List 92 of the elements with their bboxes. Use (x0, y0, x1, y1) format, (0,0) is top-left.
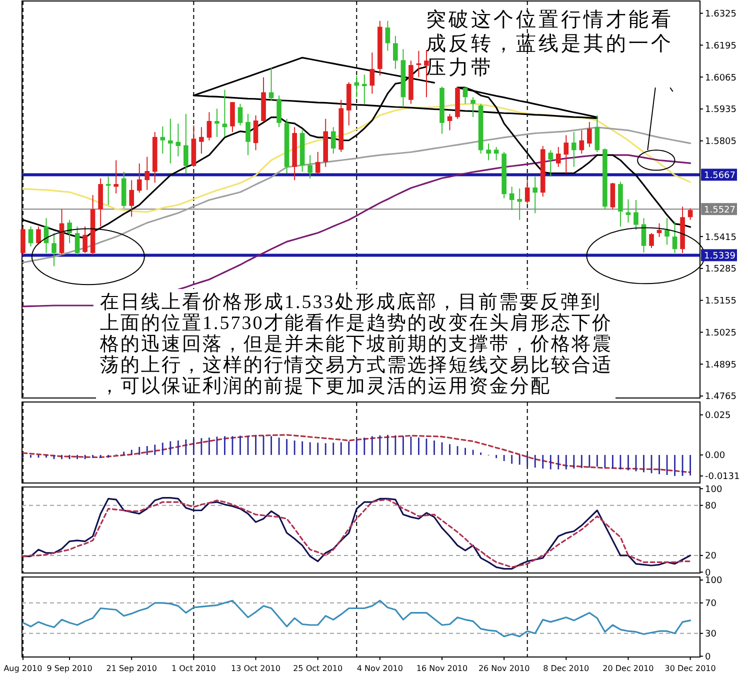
y-tick-label: 30 (705, 630, 717, 640)
y-tick-label: -0.0131 (705, 472, 740, 482)
candlestick (579, 130, 584, 154)
candlestick (688, 208, 693, 220)
y-tick-label: 1.5025 (705, 328, 736, 338)
candlestick (556, 146, 561, 168)
candlestick (168, 118, 173, 164)
candlestick (199, 126, 204, 154)
candlestick (572, 132, 576, 168)
candlestick (524, 180, 530, 204)
candlestick (136, 162, 142, 194)
y-tick-label: 1.4895 (705, 360, 736, 370)
candlestick (253, 114, 258, 151)
candlestick (52, 232, 56, 267)
candlestick (246, 113, 250, 156)
x-tick-label: Aug 2010 (4, 664, 42, 673)
candlestick (393, 35, 398, 70)
candlestick (106, 176, 111, 206)
x-tick-label: 1 Oct 2010 (171, 664, 216, 673)
candlestick (308, 154, 312, 179)
candlestick (20, 226, 26, 256)
candlestick (36, 226, 41, 246)
line-series (22, 126, 692, 264)
candlestick (564, 134, 569, 174)
candlestick (354, 75, 360, 98)
x-tick-label: 13 Oct 2010 (231, 664, 280, 673)
candlestick (114, 160, 118, 194)
y-tick-label: 0 (705, 652, 711, 662)
line-series (22, 600, 692, 638)
ref-line-label: 1.5667 (704, 171, 736, 182)
candlestick (447, 113, 452, 131)
y-tick-label: 100 (705, 576, 722, 586)
candlestick (587, 121, 592, 148)
candlestick (672, 221, 678, 254)
line-series (22, 434, 692, 474)
candlestick (160, 126, 166, 154)
candlestick (462, 86, 468, 104)
candlestick (214, 108, 220, 138)
candlestick (494, 146, 499, 161)
candlestick (74, 226, 80, 256)
y-tick-label: 80 (705, 502, 717, 512)
y-tick-label: 1.5285 (705, 264, 736, 275)
candlestick (517, 188, 522, 220)
y-tick-label: 100 (705, 484, 722, 495)
candlestick (362, 74, 367, 104)
y-tick-label: 1.6065 (705, 73, 736, 84)
candlestick (634, 199, 638, 230)
candlestick (649, 232, 654, 249)
y-tick-label: 1.4765 (705, 392, 736, 402)
x-tick-label: 4 Nov 2010 (356, 664, 403, 673)
candlestick (238, 103, 243, 126)
candlestick (664, 218, 670, 246)
y-tick-label: 1.5415 (705, 232, 736, 243)
candlestick (315, 151, 320, 174)
candlestick (28, 226, 34, 247)
candlestick (129, 180, 134, 218)
y-tick-label: 1.5935 (705, 105, 736, 116)
candlestick (67, 219, 72, 244)
candlestick (509, 186, 514, 211)
x-tick-label: 20 Dec 2010 (602, 664, 654, 673)
y-tick-label: 0.00 (705, 451, 726, 462)
candlestick (144, 156, 150, 190)
x-tick-label: 26 Nov 2010 (478, 664, 530, 673)
candlestick (206, 112, 212, 141)
y-tick-label: 1.5155 (705, 296, 736, 307)
y-tick-label: 1.6325 (705, 9, 736, 20)
x-tick-label: 30 Dec 2010 (664, 664, 716, 673)
x-tick-label: 16 Nov 2010 (416, 664, 468, 673)
candlestick (385, 20, 390, 52)
y-tick-label: 20 (705, 552, 717, 562)
candlestick (470, 96, 476, 118)
candlestick (532, 176, 538, 214)
x-tick-label: 8 Dec 2010 (543, 664, 590, 673)
ref-line-label: 1.5339 (704, 252, 736, 262)
annotation: 在日线上看价格形成1.533处形成底部，目前需要反弹到上面的位置1.5730才能看作是趋势的改变在头肩形态下价格的迅速回落，但是并未能下坡前期的支撑带，价格将震荡的上行，这样的行情交易方式需选择短线交易比较合适，可以保证利润的前提下更加灵活的运用资金分配 (99, 291, 612, 397)
candlestick (548, 150, 554, 178)
x-tick-label: 21 Sep 2010 (106, 664, 157, 673)
y-tick-label: 70 (705, 599, 717, 610)
x-tick-label: 9 Sep 2010 (46, 664, 92, 673)
candlestick (370, 52, 375, 94)
y-tick-label: 0.025 (705, 411, 731, 422)
candlestick (82, 226, 88, 254)
y-tick-label: 1.5805 (705, 137, 736, 148)
candlestick (222, 89, 228, 138)
x-tick-label: 25 Oct 2010 (293, 664, 343, 673)
candlestick (594, 114, 600, 152)
candlestick (330, 126, 336, 154)
candlestick (184, 113, 188, 174)
ref-line-label: 1.5527 (704, 205, 736, 216)
y-tick-label: 1.6195 (705, 41, 736, 52)
candlestick (486, 143, 491, 161)
candlestick (176, 123, 181, 157)
